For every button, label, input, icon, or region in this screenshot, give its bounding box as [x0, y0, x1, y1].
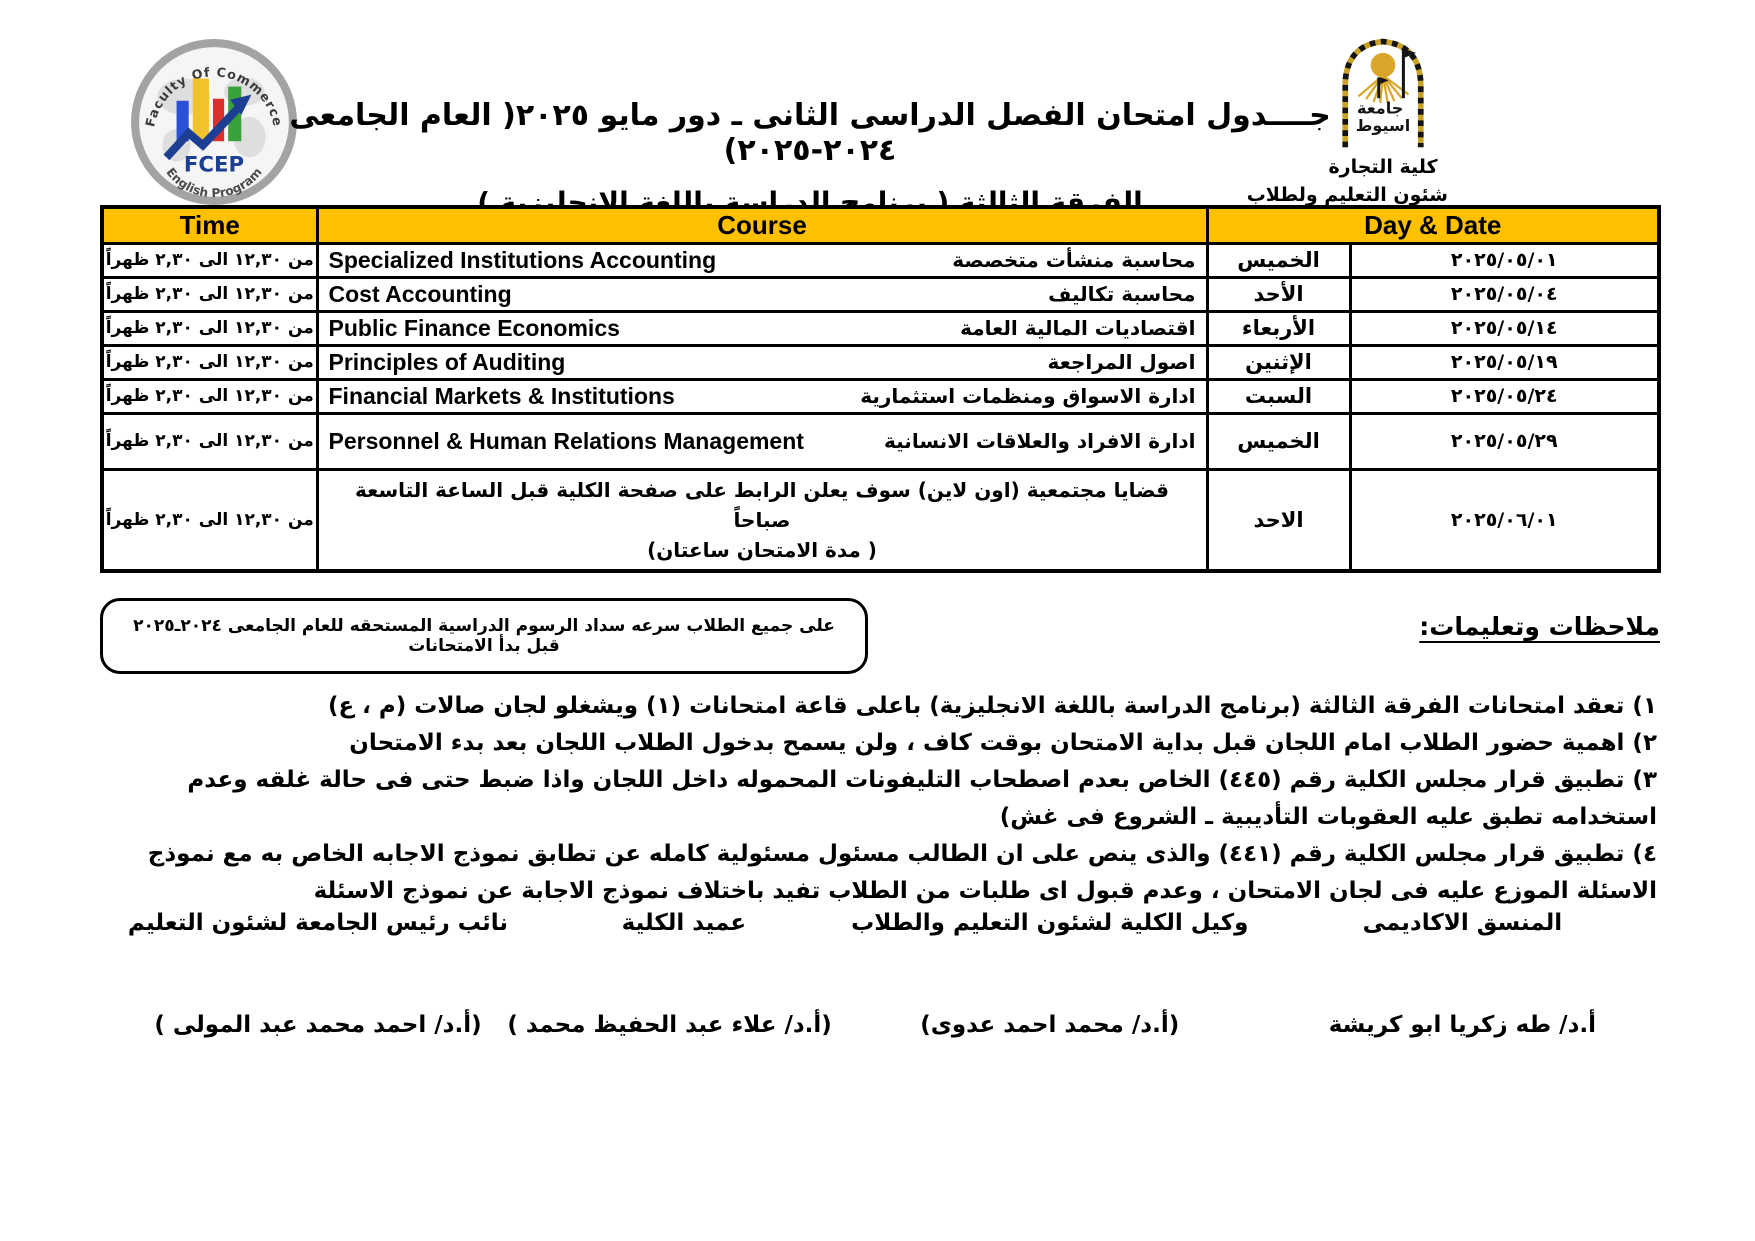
svg-text:اسيوط: اسيوط	[1356, 116, 1411, 135]
faculty-name: كلية التجارة	[1328, 156, 1438, 178]
course-name-english: Public Finance Economics	[328, 314, 620, 341]
exam-date: ٢٠٢٥/٠٥/٢٩	[1348, 411, 1661, 471]
table-row: من ١٢,٣٠ الى ٢,٣٠ ظهراً Principles of Au…	[100, 343, 1661, 381]
table-row: من ١٢,٣٠ الى ٢,٣٠ ظهراً Personnel & Huma…	[100, 411, 1661, 471]
table-row: من ١٢,٣٠ الى ٢,٣٠ ظهراً قضايا مجتمعية (ا…	[100, 467, 1661, 572]
sun-icon	[1357, 52, 1410, 104]
note-item-1: ١) تعقد امتحانات الفرقة الثالثة (برنامج …	[327, 693, 1657, 719]
notes-list: ١) تعقد امتحانات الفرقة الثالثة (برنامج …	[100, 688, 1657, 910]
exam-day: الخميس	[1205, 241, 1352, 279]
exam-time: من ١٢,٣٠ الى ٢,٣٠ ظهراً	[100, 467, 319, 572]
table-row: من ١٢,٣٠ الى ٢,٣٠ ظهراً Cost Accounting …	[100, 275, 1661, 313]
exam-day: الاحد	[1205, 467, 1352, 572]
exam-time: من ١٢,٣٠ الى ٢,٣٠ ظهراً	[100, 343, 319, 381]
course-name-arabic: محاسبة منشأت متخصصة	[952, 248, 1196, 272]
course-name-arabic: اقتصاديات المالية العامة	[960, 316, 1196, 340]
course-name-english: Specialized Institutions Accounting	[328, 246, 717, 273]
exam-day: الإثنين	[1205, 343, 1352, 381]
exam-date: ٢٠٢٥/٠٥/١٩	[1348, 343, 1661, 381]
growth-arrow-icon	[163, 104, 243, 161]
signature-role-academic-coordinator: المنسق الاكاديمى	[1362, 910, 1563, 936]
exam-time: من ١٢,٣٠ الى ٢,٣٠ ظهراً	[100, 275, 319, 313]
course-name-english: Financial Markets & Institutions	[328, 382, 675, 409]
exam-date: ٢٠٢٥/٠٥/١٤	[1348, 309, 1661, 347]
course-name-arabic: ادارة الافراد والعلاقات الانسانية	[884, 429, 1196, 453]
notes-heading: ملاحظات وتعليمات:	[1419, 612, 1660, 641]
page-title: جــــدول امتحان الفصل الدراسى الثانى ـ د…	[289, 98, 1331, 168]
fee-notice-box: على جميع الطلاب سرعه سداد الرسوم الدراسي…	[100, 598, 868, 674]
course-name-english: Principles of Auditing	[328, 348, 566, 375]
fee-notice-text: على جميع الطلاب سرعه سداد الرسوم الدراسي…	[133, 616, 835, 656]
fcep-center-text: FCEP	[184, 153, 244, 178]
signature-roles-row: المنسق الاكاديمى وكيل الكلية لشئون التعل…	[100, 910, 1657, 936]
note-item-2: ٢) اهمية حضور الطلاب امام اللجان قبل بدا…	[349, 730, 1657, 756]
note-item-3: ٣) تطبيق قرار مجلس الكلية رقم (٤٤٥) الخا…	[187, 767, 1657, 830]
signature-name-university-vp: (أ.د/ احمد محمد عبد المولى )	[154, 1012, 482, 1038]
university-logo: جامعة اسيوط كلية التجارة شئون التعليم ول…	[1246, 34, 1448, 208]
exam-date: ٢٠٢٥/٠٥/٠٤	[1348, 275, 1661, 313]
signature-name-dean: (أ.د/ علاء عبد الحفيظ محمد )	[507, 1012, 832, 1038]
bar-chart-growth-icon	[163, 78, 252, 161]
fcep-logo: Faculty Of Commerce FCEP English Program	[128, 36, 300, 208]
course-name-arabic: محاسبة تكاليف	[1048, 282, 1196, 306]
signature-names-row: أ.د/ طه زكريا ابو كريشة (أ.د/ محمد احمد …	[100, 1012, 1657, 1038]
table-header-row: Time Course Day & Date	[100, 205, 1661, 245]
exam-day: الخميس	[1205, 411, 1352, 471]
exam-time: من ١٢,٣٠ الى ٢,٣٠ ظهراً	[100, 377, 319, 415]
exam-date: ٢٠٢٥/٠٥/٢٤	[1348, 377, 1661, 415]
svg-text:جامعة: جامعة	[1357, 98, 1403, 117]
exam-day: الأحد	[1205, 275, 1352, 313]
table-row: من ١٢,٣٠ الى ٢,٣٠ ظهراً Specialized Inst…	[100, 241, 1661, 279]
exam-day: الأربعاء	[1205, 309, 1352, 347]
signature-name-academic-coordinator: أ.د/ طه زكريا ابو كريشة	[1328, 1012, 1597, 1038]
course-name-arabic: اصول المراجعة	[1047, 350, 1196, 374]
title-block: جــــدول امتحان الفصل الدراسى الثانى ـ د…	[250, 98, 1370, 219]
exam-time: من ١٢,٣٠ الى ٢,٣٠ ظهراً	[100, 309, 319, 347]
university-calligraphy: جامعة اسيوط	[1356, 49, 1417, 135]
signature-name-vice-dean: (أ.د/ محمد احمد عدوى)	[920, 1012, 1180, 1038]
course-name-english: Cost Accounting	[328, 280, 512, 307]
note-item-4: ٤) تطبيق قرار مجلس الكلية رقم (٤٤١) والذ…	[147, 841, 1657, 904]
arch-outline-checker	[1342, 38, 1424, 148]
table-row: من ١٢,٣٠ الى ٢,٣٠ ظهراً Financial Market…	[100, 377, 1661, 415]
department-name: شئون التعليم ولطلاب	[1246, 184, 1448, 206]
exam-date: ٢٠٢٥/٠٦/٠١	[1348, 467, 1661, 572]
exam-day: السبت	[1205, 377, 1352, 415]
online-exam-note-line2: ( مدة الامتحان ساعتان)	[647, 537, 877, 562]
table-row: من ١٢,٣٠ الى ٢,٣٠ ظهراً Public Finance E…	[100, 309, 1661, 347]
signature-role-dean: عميد الكلية	[621, 910, 747, 936]
exam-time: من ١٢,٣٠ الى ٢,٣٠ ظهراً	[100, 241, 319, 279]
col-header-course: Course	[315, 205, 1209, 245]
fcep-logo-icon: Faculty Of Commerce FCEP English Program	[131, 39, 297, 205]
exam-date: ٢٠٢٥/٠٥/٠١	[1348, 241, 1661, 279]
university-logo-icon: جامعة اسيوط	[1342, 38, 1424, 148]
online-exam-note-line1: قضايا مجتمعية (اون لاين) سوف يعلن الرابط…	[355, 477, 1169, 532]
signature-role-vice-dean: وكيل الكلية لشئون التعليم والطلاب	[851, 910, 1249, 936]
col-header-time: Time	[100, 205, 319, 245]
course-name-arabic: قضايا مجتمعية (اون لاين) سوف يعلن الرابط…	[315, 467, 1209, 572]
course-name-english: Personnel & Human Relations Management	[328, 427, 804, 454]
course-name-arabic: ادارة الاسواق ومنظمات استثمارية	[860, 384, 1196, 408]
exam-schedule-table: Time Course Day & Date من ١٢,٣٠ الى ٢,٣٠…	[100, 205, 1661, 573]
signature-role-university-vp: نائب رئيس الجامعة لشئون التعليم	[127, 910, 509, 936]
col-header-day-date: Day & Date	[1205, 205, 1661, 245]
exam-time: من ١٢,٣٠ الى ٢,٣٠ ظهراً	[100, 411, 319, 471]
